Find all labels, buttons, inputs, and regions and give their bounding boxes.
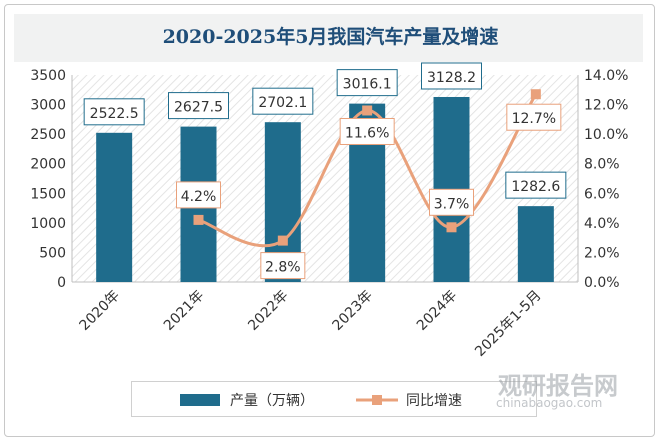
bar-data-label: 2627.5	[174, 100, 223, 116]
bar-data-label: 1282.6	[511, 179, 560, 195]
y-left-tick-label: 3000	[30, 98, 66, 114]
line-data-label: 2.8%	[265, 260, 301, 276]
bar-data-label-box	[252, 87, 314, 115]
bar	[517, 206, 554, 282]
bar	[96, 132, 133, 282]
y-right-tick-label: 14.0%	[584, 68, 628, 84]
line-data-label: 12.7%	[512, 111, 556, 127]
y-left-tick-label: 2000	[30, 157, 66, 173]
watermark-text: 观研报告网	[498, 372, 618, 400]
y-left-tick-label: 1000	[30, 216, 66, 232]
bar-data-label-box	[421, 62, 482, 90]
y-left-tick-label: 500	[39, 245, 66, 261]
bar-data-label: 3128.2	[427, 70, 476, 86]
line-data-label: 4.2%	[181, 189, 217, 205]
y-left-tick-label: 3500	[30, 68, 66, 84]
bar-data-label: 2702.1	[258, 95, 307, 111]
line-data-label: 11.6%	[345, 125, 389, 141]
y-right-tick-label: 8.0%	[584, 157, 620, 173]
legend	[131, 381, 537, 417]
x-tick-label: 2020年	[77, 288, 123, 334]
y-right-tick-label: 6.0%	[584, 186, 620, 202]
bar-data-label: 2522.5	[90, 106, 139, 122]
line-data-label: 3.7%	[434, 196, 470, 212]
y-right-tick-label: 10.0%	[584, 127, 628, 143]
bar-data-label-box	[336, 69, 398, 97]
line-data-label-box	[176, 181, 221, 209]
x-tick-label: 2024年	[414, 288, 460, 334]
chart-title: 2020-2025年5月我国汽车产量及增速	[162, 26, 499, 48]
growth-marker	[446, 222, 457, 233]
y-right-tick-label: 2.0%	[584, 245, 620, 261]
plot-background	[72, 75, 578, 282]
line-data-label-box	[429, 188, 474, 216]
bar-data-label-box	[83, 98, 145, 126]
line-data-label-box	[506, 103, 562, 131]
x-tick-label: 2022年	[245, 288, 291, 334]
title-band	[14, 14, 643, 62]
x-tick-label: 2023年	[330, 288, 376, 334]
bar-data-label-box	[505, 171, 567, 199]
y-right-tick-label: 0.0%	[584, 275, 620, 291]
x-tick-label: 2021年	[161, 288, 207, 334]
x-tick-label: 2025年1-5月	[472, 288, 544, 360]
y-left-tick-label: 2500	[30, 127, 66, 143]
y-left-tick-label: 0	[57, 275, 66, 291]
bar-data-label-box	[168, 92, 229, 120]
growth-marker	[193, 214, 204, 225]
growth-marker	[362, 105, 373, 116]
y-right-tick-label: 12.0%	[584, 98, 628, 114]
y-right-tick-label: 4.0%	[584, 216, 620, 232]
bar-data-label: 3016.1	[343, 77, 392, 93]
line-data-label-box	[339, 117, 395, 145]
growth-marker	[277, 235, 288, 246]
y-left-tick-label: 1500	[30, 186, 66, 202]
line-data-label-box	[260, 252, 306, 280]
growth-marker	[530, 89, 541, 100]
watermark-url: chinabaogao.com	[496, 396, 603, 410]
